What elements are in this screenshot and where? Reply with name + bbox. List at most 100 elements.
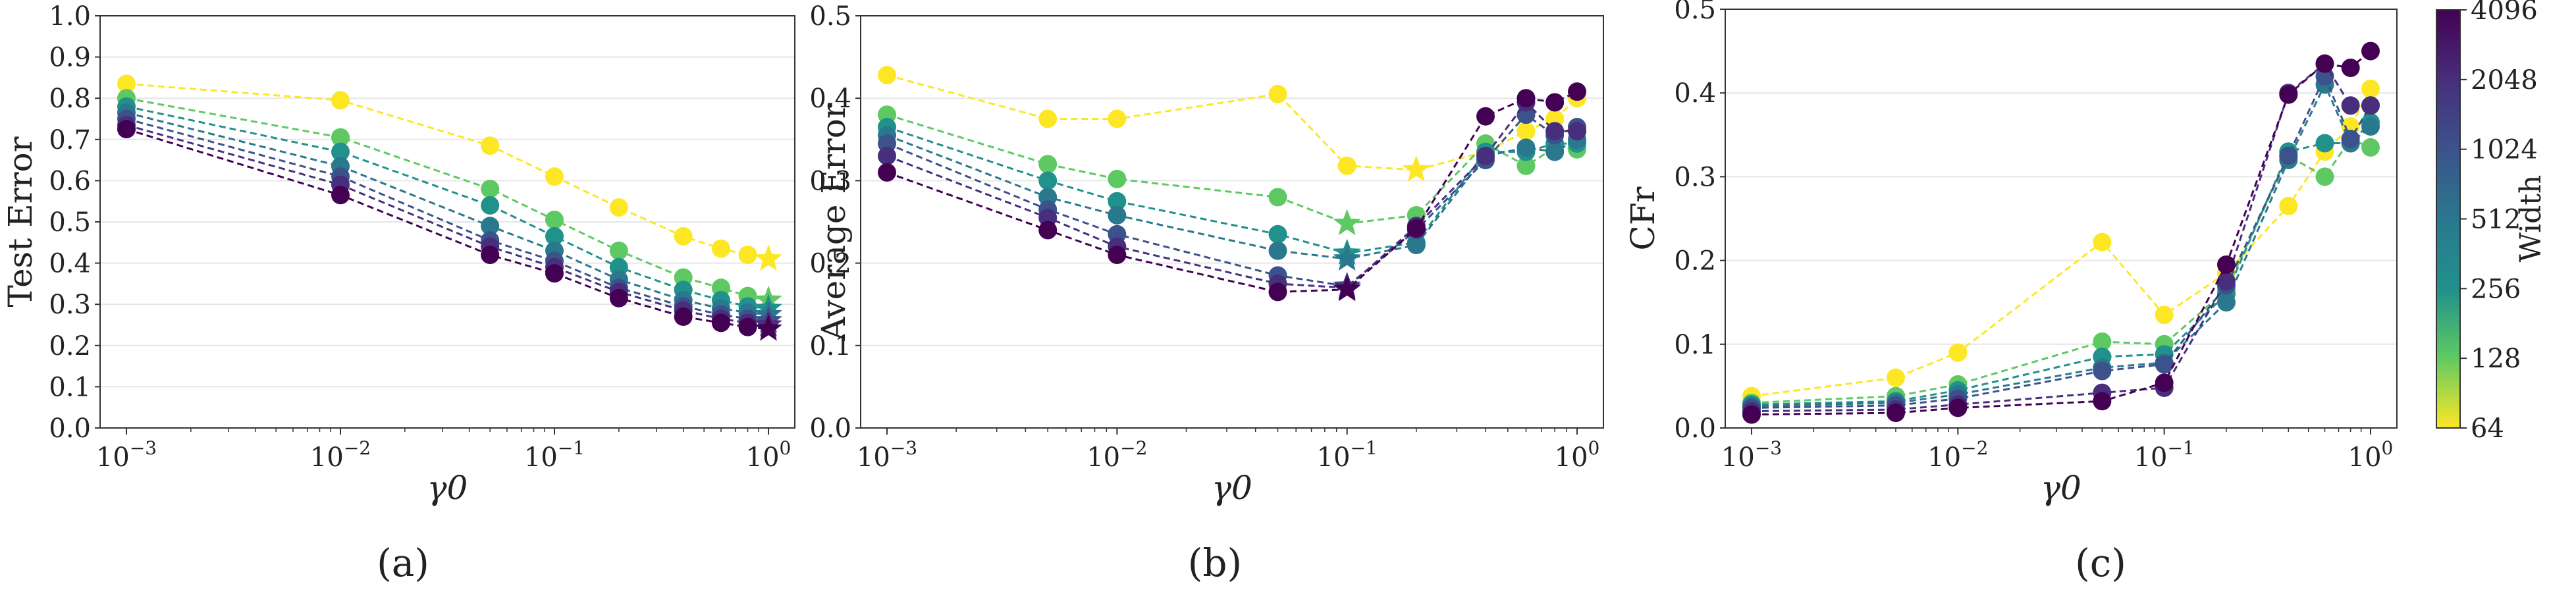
data-point	[2216, 272, 2236, 291]
x-tick-label: 10−2	[1087, 437, 1147, 473]
data-point	[674, 307, 693, 326]
series-width-512	[117, 103, 782, 327]
data-point	[481, 136, 500, 155]
data-point	[2361, 41, 2380, 61]
colorbar-tick-label: 1024	[2471, 135, 2538, 165]
series-line	[1751, 88, 2372, 398]
data-point	[2093, 232, 2112, 252]
data-point	[2341, 59, 2360, 78]
y-tick-label: 0.0	[809, 413, 851, 444]
data-point	[738, 317, 757, 336]
data-point	[1887, 404, 1906, 423]
data-point	[545, 264, 564, 283]
data-point	[1038, 109, 1058, 128]
x-tick-label: 10−1	[2134, 437, 2195, 473]
data-point	[1742, 405, 1761, 424]
series-line	[1751, 50, 2371, 416]
data-point	[2361, 96, 2380, 115]
series-line	[1751, 121, 2372, 406]
data-point	[2315, 167, 2334, 186]
data-point	[1887, 368, 1906, 387]
x-axis-label: γ0	[2041, 469, 2081, 507]
data-point	[2361, 117, 2380, 136]
data-point	[674, 226, 693, 246]
series-width-128	[878, 105, 1586, 236]
colorbar-gradient	[2436, 9, 2461, 429]
series-line	[886, 90, 1578, 293]
data-point	[1268, 84, 1287, 103]
y-tick-label: 0.1	[1674, 330, 1716, 360]
series-line	[886, 134, 1578, 260]
y-tick-label: 0.3	[49, 290, 91, 320]
series-line	[886, 101, 1577, 289]
data-point	[1516, 89, 1536, 108]
data-point	[1268, 241, 1287, 260]
x-axis-label: γ0	[427, 469, 468, 507]
data-point	[1038, 171, 1058, 190]
y-tick-label: 0.3	[809, 166, 851, 196]
y-tick-label: 0.5	[49, 207, 91, 238]
data-point	[1337, 156, 1356, 175]
data-point	[2216, 255, 2236, 274]
data-point	[1038, 155, 1058, 174]
y-tick-label: 0.0	[49, 413, 91, 444]
data-point	[609, 288, 628, 307]
y-tick-label: 0.9	[49, 43, 91, 73]
data-point	[2093, 392, 2112, 411]
series-width-4096	[1742, 41, 2380, 424]
colorbar-tick-label: 4096	[2471, 0, 2538, 26]
data-point	[609, 198, 628, 217]
best-point-star	[1333, 209, 1361, 236]
y-tick-label: 0.7	[49, 125, 91, 155]
series-line	[126, 111, 769, 316]
data-point	[2093, 361, 2112, 381]
y-tick-label: 0.1	[49, 372, 91, 402]
caption-b: (b)	[1188, 541, 1242, 585]
y-tick-label: 0.4	[49, 249, 91, 279]
data-point	[609, 241, 628, 260]
best-point-star	[1402, 155, 1430, 182]
data-point	[2341, 130, 2360, 149]
series-line	[126, 97, 769, 302]
x-tick-label: 10−2	[310, 437, 371, 473]
series-width-512	[1742, 75, 2380, 415]
data-point	[1038, 221, 1058, 240]
data-point	[331, 142, 350, 161]
data-point	[1568, 122, 1586, 141]
data-point	[2361, 138, 2380, 157]
y-axis-label: Average Error	[815, 103, 853, 342]
data-point	[481, 217, 500, 236]
data-point	[1268, 282, 1287, 302]
colorbar-label: Width	[2514, 175, 2548, 263]
colorbar: Width 64 128 256 512 1024 2048 4096	[2436, 0, 2548, 444]
data-point	[1516, 138, 1536, 157]
colorbar-tick-label: 2048	[2471, 65, 2538, 95]
series-width-2048	[878, 93, 1586, 300]
panel-a-test-error: 0.0 0.1 0.2 0.3 0.4 0.5 0.6 0.7 0.8 0.9 1.0 10−3 10−…	[1, 1, 795, 507]
series-width-1024	[878, 105, 1586, 298]
y-tick-label: 0.5	[809, 1, 851, 32]
axes-frame	[99, 15, 795, 429]
data-point	[1108, 246, 1127, 265]
data-point	[2279, 85, 2298, 104]
x-tick-label: 100	[1555, 437, 1600, 473]
x-tick-label: 10−3	[857, 437, 917, 473]
panel-c-cfr: 0.0 0.1 0.2 0.3 0.4 0.5 10−3 10−2 10−1 100 γ0 CFr	[1624, 0, 2398, 507]
x-tick-label: 10−2	[1927, 437, 1988, 473]
data-point	[1268, 225, 1287, 244]
colorbar-tick-label: 128	[2471, 344, 2521, 374]
y-tick-label: 0.2	[49, 331, 91, 361]
y-tick-label: 0.1	[809, 331, 851, 361]
y-axis-label: CFr	[1624, 186, 1662, 250]
x-tick-label: 100	[2348, 437, 2394, 473]
data-point	[1108, 169, 1127, 188]
series-line	[886, 113, 1578, 225]
axes-frame	[860, 15, 1604, 429]
data-point	[2341, 96, 2360, 115]
data-point	[1545, 142, 1565, 161]
data-point	[711, 313, 730, 332]
series-line	[126, 82, 769, 260]
caption-c: (c)	[2075, 541, 2126, 585]
y-tick-label: 0.2	[1674, 246, 1716, 277]
